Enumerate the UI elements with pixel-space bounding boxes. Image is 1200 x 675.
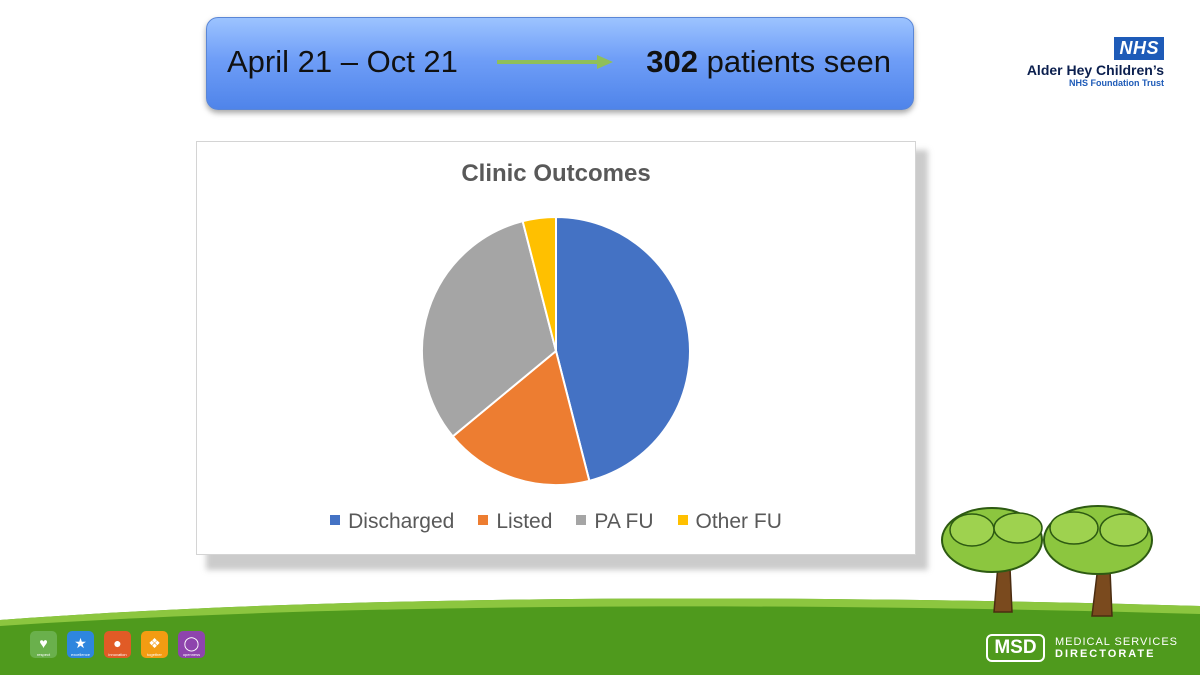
handshake-icon: ♥ respect	[30, 631, 57, 658]
nhs-trust-logo: NHS Alder Hey Children’s NHS Foundation …	[1027, 37, 1164, 88]
trust-values-row: ♥ respect ★ excellence ● innovation ❖ together ◯…	[30, 631, 215, 658]
patients-seen-text: 302 patients seen	[646, 44, 891, 80]
speech-bubble-icon: ◯ openness	[178, 631, 205, 658]
legend-item-other-fu: Other FU	[677, 510, 782, 534]
period-text: April 21 – Oct 21	[227, 44, 458, 79]
pie-slice-discharged	[555, 215, 691, 483]
msd-line-1: MEDICAL SERVICES	[1055, 636, 1178, 648]
legend-item-discharged: Discharged	[330, 510, 454, 534]
legend-label: Other FU	[695, 510, 782, 533]
legend-swatch	[677, 515, 688, 526]
msd-line-2: DIRECTORATE	[1055, 648, 1156, 660]
value-label: openness	[182, 652, 201, 657]
hill-highlight	[0, 598, 1200, 626]
legend-item-listed: Listed	[478, 510, 552, 534]
msd-logo-mark: MSD	[986, 634, 1045, 662]
tree-right-icon	[1043, 505, 1153, 617]
value-label: together	[147, 652, 162, 657]
trust-name: NHS Foundation Trust	[1069, 78, 1164, 88]
chart-legend: Discharged Listed PA FU Other FU	[197, 510, 915, 534]
legend-swatch	[576, 515, 587, 526]
msd-logo: MSD MEDICAL SERVICES DIRECTORATE	[986, 634, 1178, 662]
nhs-logo-icon: NHS	[1114, 37, 1164, 60]
pie-slice-other-fu	[521, 215, 557, 352]
patient-count: 302	[646, 44, 698, 79]
pie-chart	[421, 215, 691, 486]
tree-left-icon	[941, 507, 1043, 613]
org-name: Alder Hey Children’s	[1026, 62, 1164, 78]
arrow-right-icon	[497, 55, 613, 69]
legend-label: PA FU	[594, 510, 654, 533]
chart-title: Clinic Outcomes	[461, 160, 651, 187]
green-hill	[0, 598, 1200, 675]
puzzle-icon: ❖ together	[141, 631, 168, 658]
value-label: respect	[36, 652, 51, 657]
value-label: excellence	[71, 652, 90, 657]
chart-panel: Clinic Outcomes Discharged Listed PA FU Oth…	[196, 141, 916, 555]
legend-label: Discharged	[348, 510, 455, 533]
lightbulb-icon: ● innovation	[104, 631, 131, 658]
pie-slice-listed	[451, 349, 591, 486]
pie-slice-pa-fu	[421, 219, 558, 438]
value-label: innovation	[108, 652, 127, 657]
msd-text: MEDICAL SERVICES DIRECTORATE	[1055, 636, 1178, 660]
legend-swatch	[330, 515, 341, 526]
legend-label: Listed	[496, 510, 553, 533]
summary-banner: April 21 – Oct 21 302 patients seen	[206, 17, 914, 110]
legend-swatch	[478, 515, 489, 526]
legend-item-pa-fu: PA FU	[576, 510, 654, 534]
patient-count-suffix: patients seen	[697, 44, 891, 79]
star-icon: ★ excellence	[67, 631, 94, 658]
